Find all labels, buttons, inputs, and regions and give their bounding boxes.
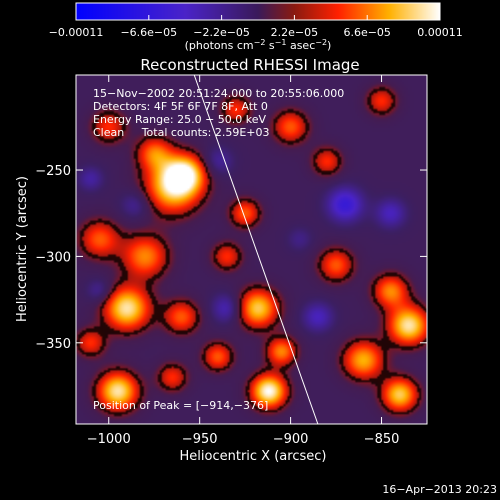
colorbar-tick-label: −6.6e−05 — [120, 26, 177, 39]
footer-date: 16−Apr−2013 20:23 — [382, 483, 497, 496]
plot-area: −1000 −950 −900 −850 −250 −300 −350 — [35, 74, 428, 447]
colorbar-unit-label: (photons cm−2 s−1 asec−2) — [185, 38, 332, 52]
colorbar-tick-label: −2.2e−05 — [193, 26, 250, 39]
y-tick-label: −300 — [35, 250, 71, 265]
colorbar-gradient — [76, 3, 440, 20]
plot-frame — [75, 74, 428, 425]
colorbar-frame — [75, 2, 441, 21]
x-tick-label: −850 — [364, 432, 400, 447]
colorbar-tick-label: 0.00011 — [417, 26, 463, 39]
annotation-detectors: Detectors: 4F 5F 6F 7F 8F, Att 0 — [93, 100, 268, 113]
x-axis-label: Heliocentric X (arcsec) — [180, 449, 327, 464]
colorbar-tick-label: 6.6e−05 — [343, 26, 390, 39]
colorbar-tick-label: −0.00011 — [49, 26, 104, 39]
annotation-total-counts: Clean Total counts: 2.59E+03 — [93, 126, 270, 139]
annotation-time-range: 15−Nov−2002 20:51:24.000 to 20:55:06.000 — [93, 87, 344, 100]
x-tick-label: −1000 — [87, 432, 131, 447]
heatmap — [76, 75, 427, 424]
x-tick-label: −950 — [182, 432, 218, 447]
annotations: 15−Nov−2002 20:51:24.000 to 20:55:06.000… — [93, 87, 344, 412]
colorbar-ticks: −0.00011 −6.6e−05 −2.2e−05 2.2e−05 6.6e−05 0.… — [49, 15, 463, 39]
y-axis-label: Heliocentric Y (arcsec) — [15, 176, 30, 322]
annotation-energy-range: Energy Range: 25.0 − 50.0 keV — [93, 113, 267, 126]
colorbar-tick-label: 2.2e−05 — [271, 26, 318, 39]
annotation-peak-position: Position of Peak = [−914,−376] — [93, 399, 268, 412]
y-axis-ticks: −250 −300 −350 — [35, 164, 427, 352]
x-axis-ticks: −1000 −950 −900 −850 — [87, 75, 400, 447]
x-tick-label: −900 — [273, 432, 309, 447]
chart-title: Reconstructed RHESSI Image — [140, 56, 359, 74]
y-tick-label: −250 — [35, 164, 71, 179]
y-tick-label: −350 — [35, 337, 71, 352]
solar-limb-line — [193, 75, 319, 424]
colorbar: −0.00011 −6.6e−05 −2.2e−05 2.2e−05 6.6e−05 0.… — [49, 2, 463, 52]
